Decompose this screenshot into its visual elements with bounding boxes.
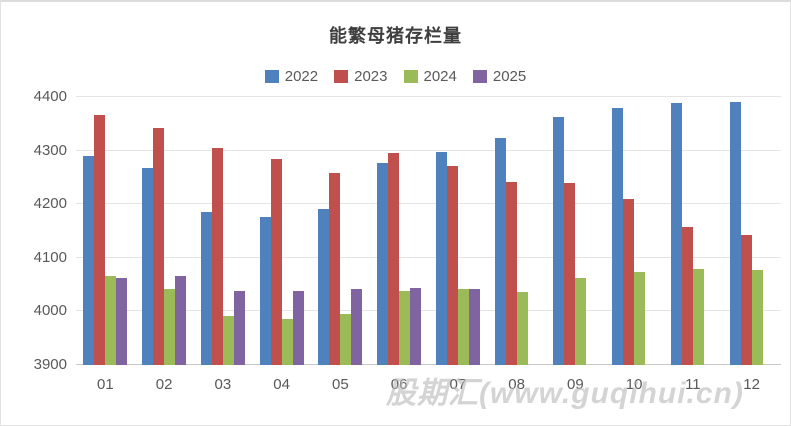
bar-2022-10	[612, 108, 624, 365]
bar-2022-04	[259, 216, 271, 365]
bar-group-07	[429, 97, 488, 365]
bar-2023-09	[564, 182, 576, 365]
x-axis-line	[76, 364, 781, 365]
x-tick-label: 07	[449, 376, 467, 393]
bar-2023-03	[211, 147, 223, 365]
legend-marker-icon	[334, 70, 349, 83]
bar-2023-07	[446, 166, 458, 365]
bar-2024-09	[575, 278, 587, 365]
legend-label: 2023	[354, 68, 388, 85]
bar-2022-12	[729, 102, 741, 365]
bar-2024-03	[222, 315, 234, 365]
x-tick-label: 06	[390, 376, 408, 393]
y-tick-label: 4200	[33, 195, 67, 213]
bar-group-02	[135, 97, 194, 365]
bar-2025-05	[351, 288, 363, 365]
y-tick-label: 4100	[33, 248, 67, 266]
bar-2022-07	[435, 151, 447, 365]
x-tick-label: 02	[155, 376, 173, 393]
gridline	[76, 310, 781, 312]
bar-2024-07	[457, 289, 469, 365]
bar-group-04	[252, 97, 311, 365]
bar-2023-06	[388, 152, 400, 365]
bar-group-08	[487, 97, 546, 365]
bar-2025-03	[233, 290, 245, 365]
bar-2023-01	[94, 114, 106, 365]
bar-group-09	[546, 97, 605, 365]
legend: 2022 2023 2024 2025	[1, 68, 790, 85]
legend-marker-icon	[403, 70, 418, 83]
y-tick-label: 3900	[33, 356, 67, 373]
bar-groups	[76, 97, 781, 365]
x-tick-label: 08	[508, 376, 525, 393]
bar-2025-07	[468, 288, 480, 365]
bar-group-03	[194, 97, 253, 365]
bar-2023-02	[153, 127, 165, 365]
bar-2024-05	[340, 313, 352, 365]
bar-2022-09	[553, 117, 565, 365]
bar-2024-06	[399, 291, 411, 365]
chart-title: 能繁母猪存栏量	[329, 26, 462, 46]
x-tick-label: 04	[273, 376, 290, 393]
legend-item-2023: 2023	[334, 68, 388, 85]
legend-label: 2025	[492, 68, 527, 85]
gridline	[76, 149, 781, 151]
x-tick-label: 05	[332, 376, 349, 393]
watermark: 股期汇(www.guqihui.cn)	[386, 377, 744, 410]
bar-2024-08	[516, 292, 528, 365]
bar-2023-05	[329, 173, 341, 365]
bar-2025-06	[410, 288, 422, 365]
x-tick-label: 11	[685, 376, 701, 393]
legend-item-2025: 2025	[472, 68, 527, 85]
bar-2025-01	[116, 278, 128, 365]
bar-2023-04	[270, 159, 282, 365]
y-tick-label: 4300	[33, 141, 67, 159]
y-axis: 3900 4000 4100 4200 4300 4400	[9, 89, 67, 372]
gridline	[76, 256, 781, 258]
bar-2022-05	[318, 208, 330, 365]
y-tick-label: 4400	[33, 88, 67, 105]
bar-2023-10	[623, 198, 635, 365]
legend-label: 2024	[423, 68, 457, 85]
legend-item-2022: 2022	[264, 68, 319, 85]
bar-group-06	[370, 97, 429, 365]
bar-2024-04	[281, 318, 293, 365]
bar-2024-11	[692, 268, 704, 365]
bar-2025-02	[175, 276, 187, 365]
bar-2024-02	[164, 288, 176, 365]
legend-marker-icon	[264, 70, 279, 83]
bar-2025-04	[292, 291, 304, 365]
bar-2024-10	[634, 272, 646, 365]
legend-label: 2022	[284, 68, 319, 85]
bar-2023-12	[740, 235, 752, 365]
bar-group-12	[722, 97, 781, 365]
gridline	[76, 96, 781, 97]
x-tick-label: 03	[214, 376, 232, 393]
bar-2022-06	[377, 162, 389, 365]
bar-2023-08	[505, 182, 517, 365]
bar-2022-08	[494, 137, 506, 365]
bar-2022-11	[670, 103, 682, 365]
x-tick-label: 10	[625, 376, 643, 393]
bar-2022-01	[83, 155, 95, 365]
legend-marker-icon	[472, 70, 487, 83]
x-tick-label: 09	[567, 376, 584, 393]
bar-group-05	[311, 97, 370, 365]
bar-2023-11	[681, 226, 693, 365]
legend-item-2024: 2024	[403, 68, 457, 85]
x-tick-label: 01	[97, 376, 114, 393]
x-tick-label: 12	[743, 376, 760, 393]
x-axis: 01 02 03 04 05 06 07 08 09 10 11 12	[76, 376, 781, 393]
bar-2022-02	[142, 167, 154, 365]
bar-group-11	[664, 97, 723, 365]
bar-group-10	[605, 97, 664, 365]
plot-area	[76, 96, 781, 365]
bar-group-01	[76, 97, 135, 365]
y-tick-label: 4000	[33, 302, 67, 320]
bar-2022-03	[200, 212, 212, 365]
bar-2024-01	[105, 275, 117, 365]
gridline	[76, 203, 781, 205]
bar-2024-12	[751, 269, 763, 365]
